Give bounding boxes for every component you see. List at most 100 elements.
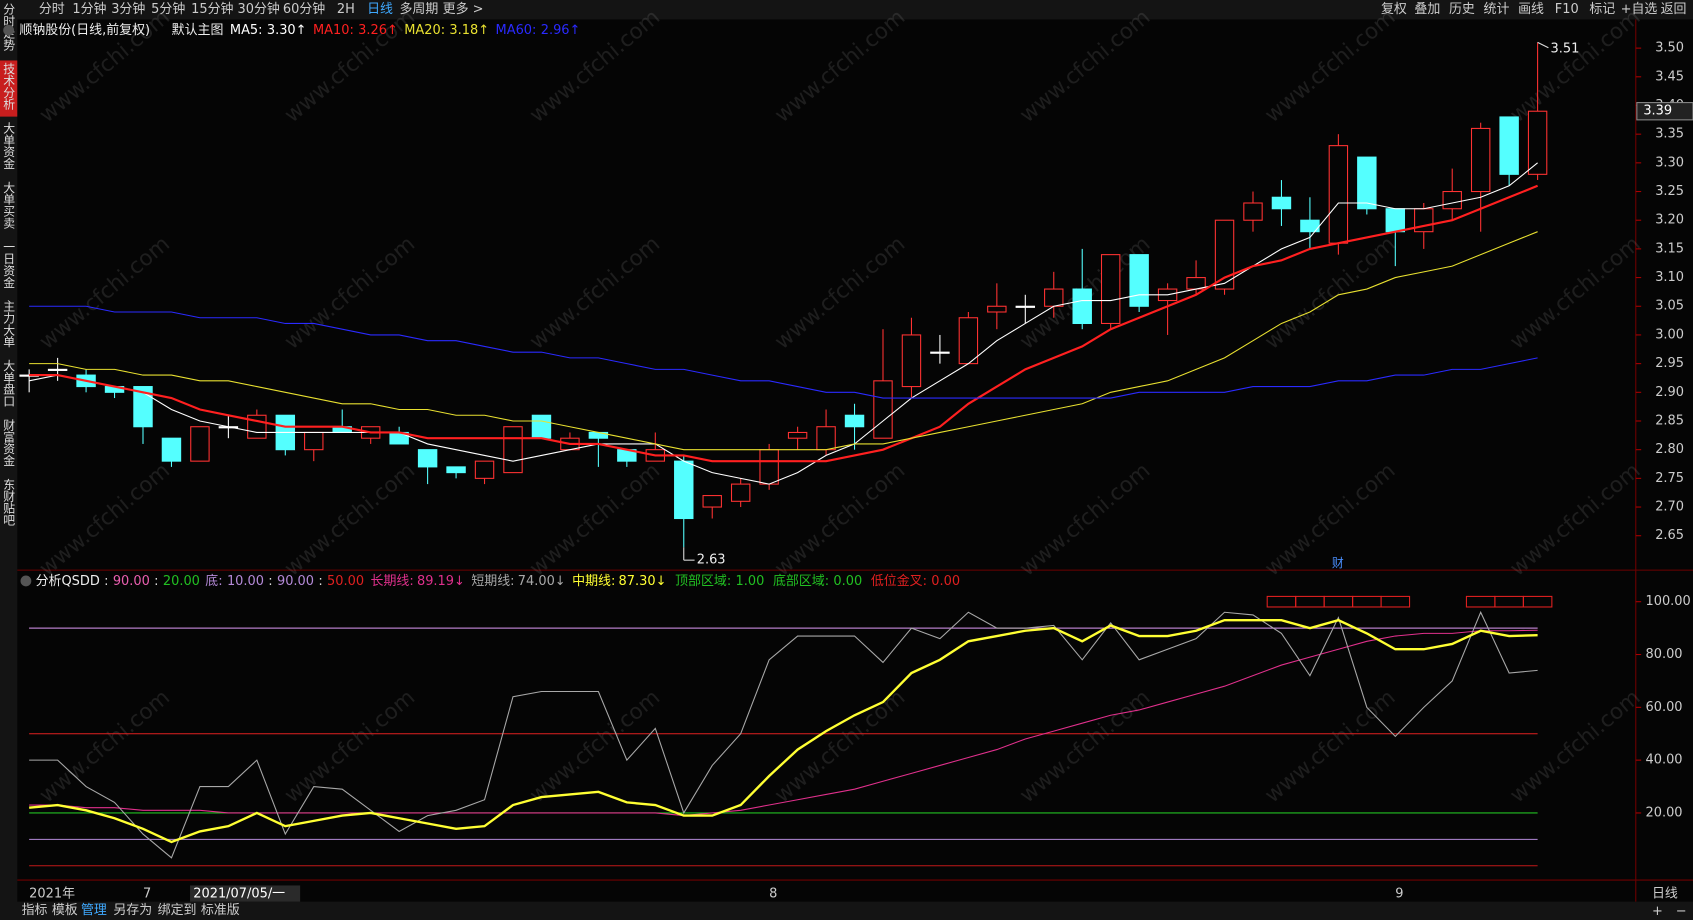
footer-button[interactable]: 管理 <box>81 903 107 918</box>
sidebar-tab[interactable]: 财富资金 <box>2 418 16 466</box>
sidebar-tab[interactable]: 东财贴吧 <box>2 478 16 525</box>
candle-body <box>844 414 865 428</box>
legend-colon: : <box>349 23 353 38</box>
flag-value: 0.00 <box>931 573 960 588</box>
candle-body <box>873 380 893 439</box>
footer-button[interactable]: 指标 <box>22 903 48 918</box>
legend-colon: : <box>611 573 615 588</box>
zoom-out[interactable]: − <box>1676 904 1687 919</box>
indicator-line <box>29 629 1538 817</box>
legend-icon <box>3 24 15 36</box>
period-tab[interactable]: 日线 <box>367 2 393 17</box>
toolbar-button[interactable]: 统计 <box>1484 2 1510 17</box>
y-tick-label: 3.05 <box>1655 299 1684 314</box>
price-tag-label: 3.39 <box>1643 104 1672 119</box>
period-tab[interactable]: 30分钟 <box>238 1 280 17</box>
period-tab[interactable]: 多周期 <box>399 2 438 17</box>
y-tick-label: 2.70 <box>1655 500 1684 515</box>
legend-colon: : <box>258 23 262 38</box>
candle-body <box>474 460 495 479</box>
legend-colon: : <box>825 573 829 588</box>
period-tab[interactable]: 更多 > <box>443 2 484 17</box>
candle-body <box>1527 110 1548 175</box>
indicator-title: 分析QSDD <box>36 573 100 588</box>
period-tab[interactable]: 1分钟 <box>72 1 106 17</box>
y-tick-label: 40.00 <box>1645 753 1682 768</box>
legend-name: 长期线 <box>371 573 410 588</box>
toolbar-button[interactable]: +自选 <box>1621 2 1658 17</box>
price-tag <box>1636 102 1693 121</box>
candle-body <box>787 431 808 439</box>
candle-body <box>702 495 722 508</box>
legend: 顺钠股份(日线,前复权) 默认主图 MA5: 3.30↑ MA10: 3.26↑ MA20:… <box>19 22 580 38</box>
sidebar-tab[interactable]: 一日资金 <box>2 241 16 288</box>
y-tick-label: 3.30 <box>1655 155 1684 170</box>
legend-colon: : <box>923 573 927 588</box>
candle-body <box>987 305 1007 313</box>
y-tick-label: 3.25 <box>1655 184 1684 199</box>
toolbar-button[interactable]: F10 <box>1555 2 1579 17</box>
flag-name: 底部区域 <box>773 572 825 588</box>
period-tab[interactable]: 60分钟 <box>283 1 325 17</box>
toolbar-button[interactable]: 标记 <box>1589 2 1615 17</box>
sidebar-tab[interactable]: 大单资金 <box>2 121 16 169</box>
footer-button[interactable]: 标准版 <box>201 903 240 918</box>
legend-colon: : <box>409 573 413 588</box>
indicator-line <box>29 610 1538 859</box>
footer-button[interactable]: 绑定到 <box>158 903 197 918</box>
period-tab[interactable]: 分时 <box>39 2 65 17</box>
flag-value: 1.00 <box>736 573 765 588</box>
sidebar-tab[interactable]: 大单买卖 <box>2 181 16 230</box>
toolbar-button[interactable]: 复权 <box>1381 1 1407 17</box>
toolbar-button[interactable]: 画线 <box>1518 2 1544 17</box>
period-tab[interactable]: 2H <box>337 2 355 17</box>
high-leader <box>1537 41 1549 49</box>
period-tab[interactable]: 5分钟 <box>151 1 185 17</box>
candle-body <box>304 431 324 451</box>
toolbar-button[interactable]: 历史 <box>1449 2 1475 17</box>
candle-body <box>1442 190 1462 210</box>
sidebar-tab[interactable]: 技术分析 <box>2 63 16 111</box>
flag-value: 0.00 <box>833 573 862 588</box>
top-zone <box>1380 595 1411 608</box>
sidebar-tab[interactable]: 大单盘口 <box>2 359 16 407</box>
y-tick-label: 3.35 <box>1655 127 1684 142</box>
toolbar-button[interactable]: 叠加 <box>1414 2 1440 17</box>
candle-body <box>1271 196 1292 210</box>
candle-body <box>759 449 779 485</box>
candle-body <box>1129 254 1149 307</box>
y-tick-label: 3.00 <box>1655 327 1684 342</box>
period-tab[interactable]: 15分钟 <box>191 1 233 17</box>
y-tick-label: 2.75 <box>1655 471 1684 486</box>
period-label[interactable]: 日线 <box>1652 887 1678 902</box>
indicator-line <box>29 618 1538 844</box>
toolbar-button[interactable]: 返回 <box>1661 2 1687 17</box>
y-tick-label: 2.90 <box>1655 385 1684 400</box>
footer-button[interactable]: 模板 <box>52 903 78 918</box>
candle-body <box>1499 116 1519 175</box>
cursor-date: 2021/07/05/一 <box>193 887 285 902</box>
legend-colon: : <box>510 573 514 588</box>
legend-colon: : <box>532 23 536 38</box>
zoom-in[interactable]: + <box>1652 904 1663 919</box>
candle-body <box>1214 219 1235 290</box>
candle-body <box>417 449 438 468</box>
candle-body <box>531 414 552 439</box>
y-tick-label: 2.95 <box>1655 356 1684 371</box>
ma-line <box>29 184 1539 463</box>
candle-body <box>133 386 153 428</box>
legend-value: 3.26↑ <box>358 23 398 38</box>
candle-body <box>1044 288 1064 307</box>
low-label: 2.63 <box>697 553 726 568</box>
sidebar-tab[interactable]: 主力大单 <box>2 300 16 349</box>
candle-body <box>674 460 694 520</box>
legend-value: 74.00↓ <box>518 573 566 588</box>
footer-button[interactable]: 另存为 <box>113 903 152 918</box>
candle-body <box>47 368 68 371</box>
y-tick-label: 60.00 <box>1645 700 1682 715</box>
legend-value: 3.18↑ <box>449 23 489 38</box>
legend-colon: : <box>104 573 108 588</box>
period-tab[interactable]: 3分钟 <box>111 1 145 17</box>
